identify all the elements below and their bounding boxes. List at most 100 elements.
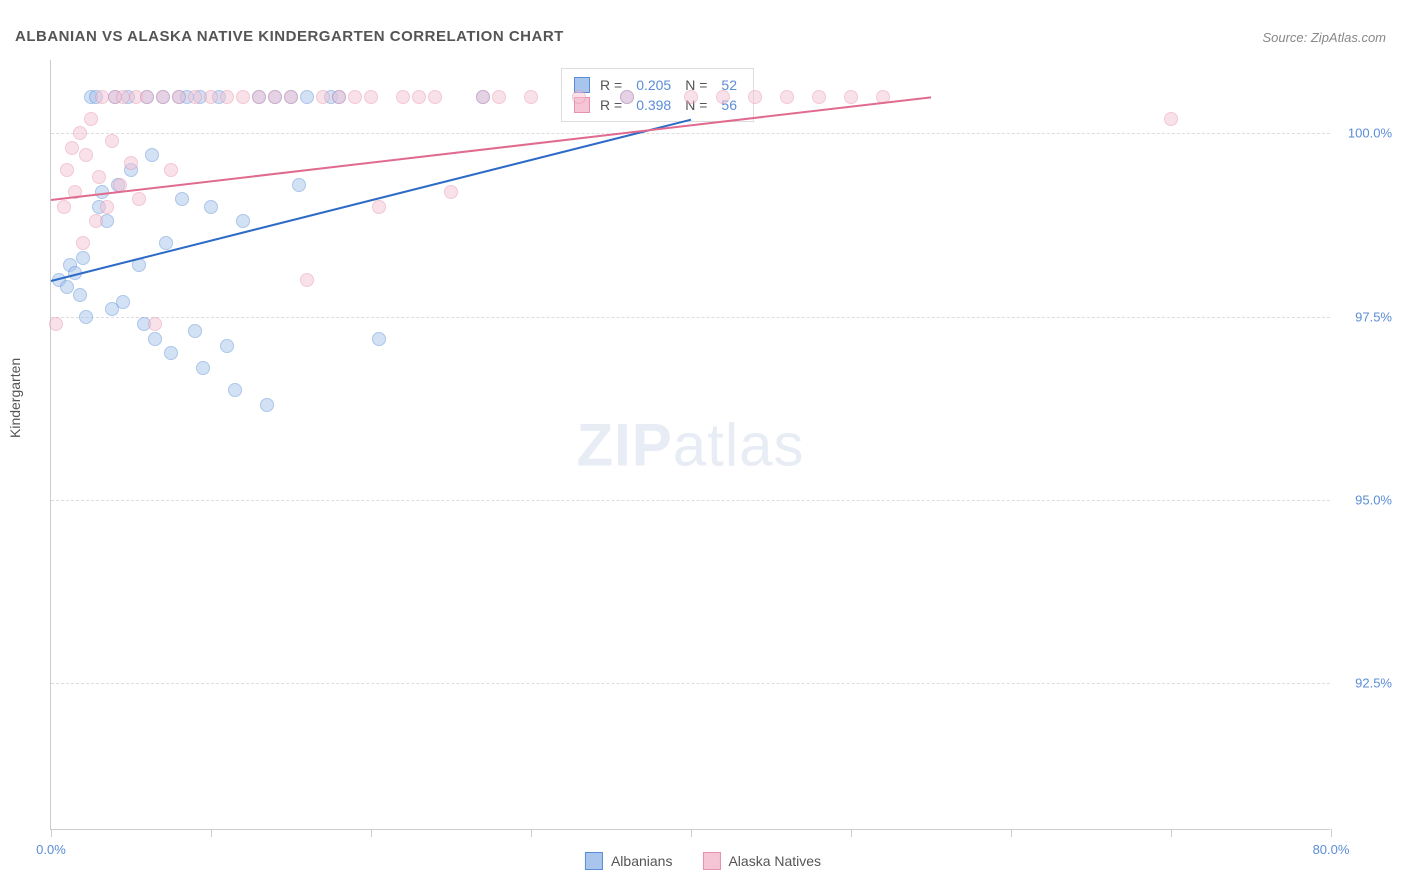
data-point	[76, 251, 90, 265]
data-point	[156, 90, 170, 104]
data-point	[412, 90, 426, 104]
data-point	[220, 339, 234, 353]
x-tick	[851, 829, 852, 837]
watermark-bold: ZIP	[576, 411, 672, 478]
data-point	[164, 163, 178, 177]
data-point	[268, 90, 282, 104]
data-point	[348, 90, 362, 104]
data-point	[172, 90, 186, 104]
r-value-0: 0.205	[636, 77, 671, 93]
x-tick-label-first: 0.0%	[36, 842, 66, 857]
legend-item-0: Albanians	[585, 852, 673, 870]
data-point	[332, 90, 346, 104]
y-tick-label: 97.5%	[1355, 309, 1392, 324]
data-point	[748, 90, 762, 104]
data-point	[188, 90, 202, 104]
data-point	[65, 141, 79, 155]
data-point	[132, 192, 146, 206]
data-point	[620, 90, 634, 104]
data-point	[164, 346, 178, 360]
data-point	[60, 280, 74, 294]
data-point	[716, 90, 730, 104]
data-point	[364, 90, 378, 104]
gridline	[51, 683, 1330, 684]
data-point	[196, 361, 210, 375]
legend-item-1: Alaska Natives	[702, 852, 821, 870]
y-tick-label: 100.0%	[1348, 126, 1392, 141]
data-point	[844, 90, 858, 104]
data-point	[84, 112, 98, 126]
data-point	[124, 156, 138, 170]
data-point	[220, 90, 234, 104]
data-point	[100, 200, 114, 214]
chart-title: ALBANIAN VS ALASKA NATIVE KINDERGARTEN C…	[15, 28, 564, 45]
x-tick	[371, 829, 372, 837]
data-point	[780, 90, 794, 104]
r-label-1: R =	[600, 97, 622, 113]
data-point	[284, 90, 298, 104]
r-value-1: 0.398	[636, 97, 671, 113]
data-point	[140, 90, 154, 104]
data-point	[89, 214, 103, 228]
legend-label-1: Alaska Natives	[728, 853, 821, 869]
data-point	[300, 90, 314, 104]
y-tick-label: 95.0%	[1355, 493, 1392, 508]
data-point	[372, 332, 386, 346]
data-point	[79, 310, 93, 324]
data-point	[252, 90, 266, 104]
data-point	[49, 317, 63, 331]
r-label-0: R =	[600, 77, 622, 93]
data-point	[236, 214, 250, 228]
data-point	[204, 200, 218, 214]
data-point	[105, 134, 119, 148]
source-attribution: Source: ZipAtlas.com	[1262, 30, 1386, 45]
gridline	[51, 500, 1330, 501]
data-point	[572, 90, 586, 104]
data-point	[1164, 112, 1178, 126]
x-tick-label-last: 80.0%	[1313, 842, 1350, 857]
data-point	[476, 90, 490, 104]
data-point	[260, 398, 274, 412]
data-point	[524, 90, 538, 104]
data-point	[159, 236, 173, 250]
gridline	[51, 133, 1330, 134]
data-point	[188, 324, 202, 338]
data-point	[116, 295, 130, 309]
data-point	[228, 383, 242, 397]
x-tick	[51, 829, 52, 837]
legend-label-0: Albanians	[611, 853, 673, 869]
y-tick-label: 92.5%	[1355, 676, 1392, 691]
gridline	[51, 317, 1330, 318]
x-tick	[1331, 829, 1332, 837]
x-tick	[1011, 829, 1012, 837]
data-point	[396, 90, 410, 104]
x-tick	[1171, 829, 1172, 837]
data-point	[316, 90, 330, 104]
data-point	[812, 90, 826, 104]
data-point	[492, 90, 506, 104]
data-point	[372, 200, 386, 214]
data-point	[300, 273, 314, 287]
trend-line	[51, 119, 691, 282]
y-axis-label: Kindergarten	[7, 358, 23, 438]
data-point	[148, 317, 162, 331]
stats-row-0: R = 0.205 N = 52	[574, 75, 741, 95]
data-point	[444, 185, 458, 199]
data-point	[73, 126, 87, 140]
legend-swatch-0	[585, 852, 603, 870]
watermark-light: atlas	[673, 411, 805, 478]
data-point	[204, 90, 218, 104]
chart-container: ALBANIAN VS ALASKA NATIVE KINDERGARTEN C…	[0, 0, 1406, 892]
x-tick	[531, 829, 532, 837]
plot-area: ZIPatlas R = 0.205 N = 52 R = 0.398 N = …	[50, 60, 1330, 830]
data-point	[76, 236, 90, 250]
data-point	[148, 332, 162, 346]
data-point	[428, 90, 442, 104]
data-point	[57, 200, 71, 214]
watermark: ZIPatlas	[576, 410, 804, 479]
data-point	[73, 288, 87, 302]
data-point	[292, 178, 306, 192]
data-point	[236, 90, 250, 104]
data-point	[92, 170, 106, 184]
x-tick	[211, 829, 212, 837]
